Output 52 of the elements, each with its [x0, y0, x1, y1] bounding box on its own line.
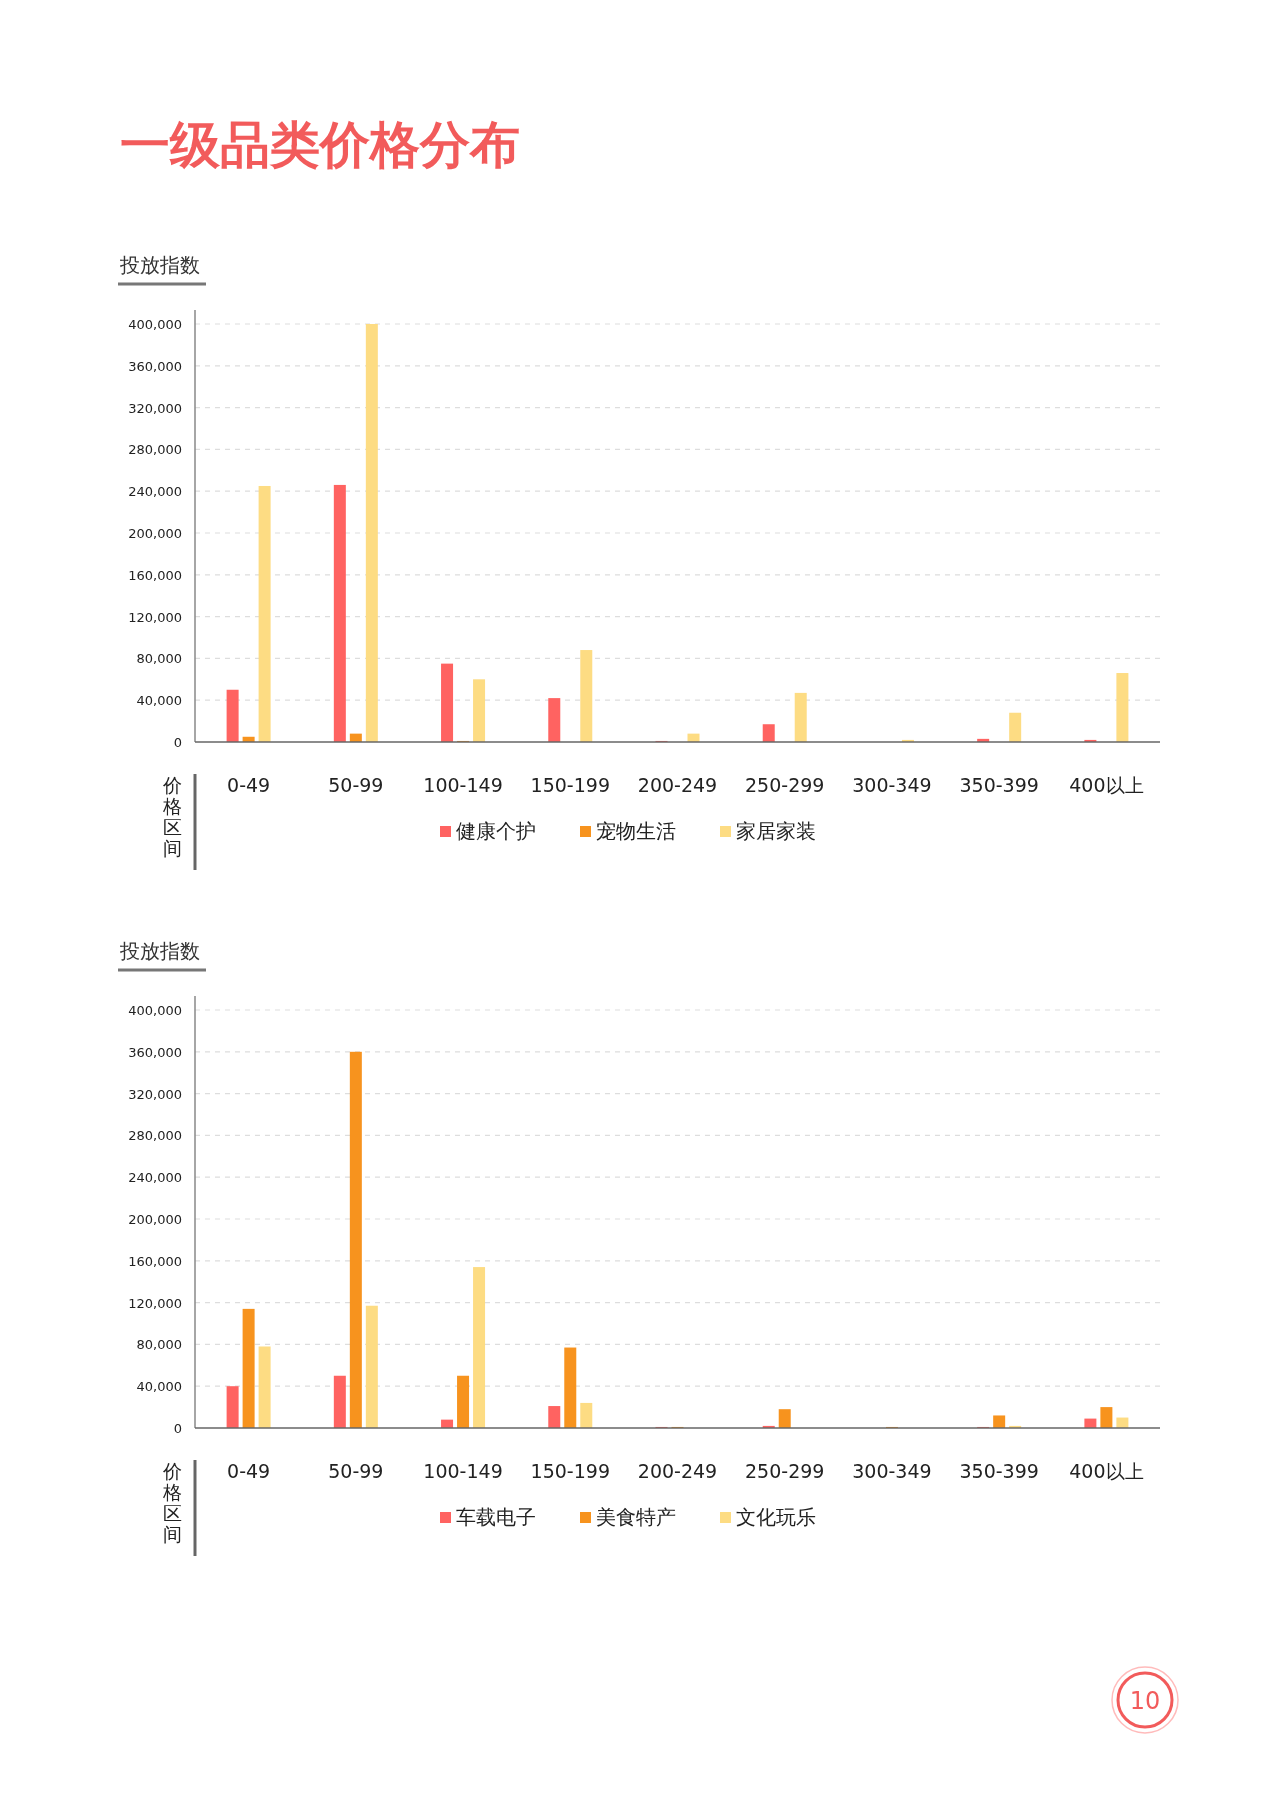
x-tick-label: 350-399 — [959, 1460, 1039, 1482]
legend-label: 车载电子 — [456, 1505, 536, 1529]
y-tick-label: 40,000 — [136, 693, 182, 709]
y-tick-label: 280,000 — [128, 442, 182, 458]
x-tick-label: 250-299 — [745, 774, 825, 796]
y-axis-title: 投放指数 — [119, 939, 200, 963]
y-tick-label: 400,000 — [128, 1003, 182, 1018]
y-tick-label: 200,000 — [128, 526, 182, 541]
x-tick-label: 200-249 — [637, 774, 718, 796]
text: 10 — [1129, 1687, 1161, 1715]
x-tick-label: 100-149 — [423, 1460, 503, 1482]
x-tick-label: 150-199 — [530, 774, 610, 796]
x-tick-label: 50-99 — [328, 774, 384, 796]
y-tick-label: 240,000 — [128, 1170, 182, 1186]
y-tick-label: 0 — [173, 1421, 182, 1436]
x-tick-label: 300-349 — [852, 1460, 932, 1482]
y-tick-label: 40,000 — [136, 1379, 182, 1395]
y-tick-label: 120,000 — [128, 609, 182, 625]
y-tick-label: 320,000 — [128, 1086, 182, 1102]
y-tick-label: 160,000 — [128, 567, 182, 583]
y-tick-label: 400,000 — [128, 317, 182, 332]
x-tick-label: 200-249 — [637, 1460, 718, 1482]
y-tick-label: 80,000 — [136, 1337, 182, 1353]
x-tick-label: 300-349 — [852, 774, 932, 796]
x-tick-label: 400以上 — [1069, 1460, 1144, 1482]
y-tick-label: 80,000 — [136, 651, 182, 667]
y-tick-label: 200,000 — [128, 1212, 182, 1227]
legend-label: 文化玩乐 — [736, 1505, 816, 1529]
x-axis-title: 价格区间 — [161, 1460, 182, 1545]
legend-label: 宠物生活 — [596, 819, 676, 843]
y-axis-title: 投放指数 — [119, 253, 200, 277]
y-tick-label: 120,000 — [128, 1295, 182, 1311]
legend-label: 美食特产 — [596, 1505, 676, 1529]
x-axis-title: 价格区间 — [161, 774, 182, 859]
x-tick-label: 150-199 — [530, 1460, 610, 1482]
y-tick-label: 360,000 — [128, 358, 182, 374]
y-tick-label: 160,000 — [128, 1253, 182, 1269]
y-tick-label: 320,000 — [128, 400, 182, 416]
y-tick-label: 0 — [173, 735, 182, 750]
y-tick-label: 280,000 — [128, 1128, 182, 1144]
x-tick-label: 350-399 — [959, 774, 1039, 796]
chart-title: 一级品类价格分布 — [120, 116, 520, 174]
x-tick-label: 0-49 — [227, 774, 271, 796]
y-tick-label: 240,000 — [128, 484, 182, 500]
y-tick-label: 360,000 — [128, 1044, 182, 1060]
x-tick-label: 50-99 — [328, 1460, 384, 1482]
x-tick-label: 0-49 — [227, 1460, 271, 1482]
x-tick-label: 100-149 — [423, 774, 503, 796]
x-tick-label: 400以上 — [1069, 774, 1144, 796]
x-tick-label: 250-299 — [745, 1460, 825, 1482]
legend-label: 家居家装 — [736, 819, 816, 843]
legend-label: 健康个护 — [456, 819, 536, 843]
